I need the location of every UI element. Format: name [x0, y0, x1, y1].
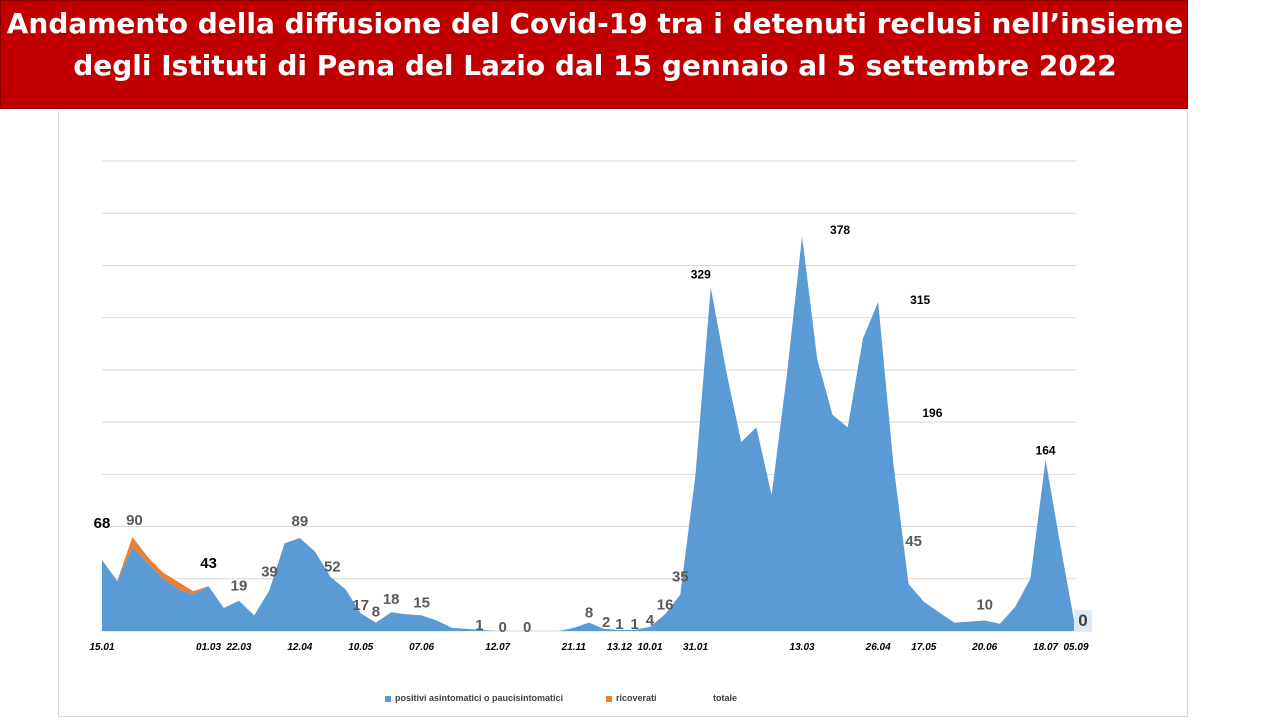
data-label: 1 [630, 616, 638, 633]
x-tick-label: 31.01 [683, 642, 708, 653]
legend-item-positivi: positivi asintomatici o paucisintomatici [385, 693, 563, 703]
x-tick-label: 15.01 [89, 642, 114, 653]
x-tick-label: 01.03 [196, 642, 221, 653]
x-tick-label: 12.04 [287, 642, 312, 653]
data-label: 19 [231, 578, 248, 595]
data-label: 4 [646, 612, 655, 629]
x-tick-label: 10.01 [637, 642, 662, 653]
chart-frame [58, 111, 1188, 717]
data-label: 164 [1036, 444, 1056, 458]
data-label-background [1074, 610, 1092, 632]
data-label: 35 [672, 568, 689, 585]
data-label: 52 [324, 559, 341, 576]
data-label: 0 [523, 619, 531, 636]
data-label: 10 [976, 597, 993, 614]
x-tick-label: 07.06 [409, 642, 434, 653]
data-label: 68 [94, 515, 111, 532]
x-tick-label: 17.05 [911, 642, 936, 653]
data-label: 1 [615, 616, 623, 633]
title-banner: Andamento della diffusione del Covid-19 … [0, 0, 1188, 109]
data-label: 315 [910, 293, 930, 307]
chart-title-line-1: Andamento della diffusione del Covid-19 … [6, 7, 1184, 40]
x-tick-label: 13.12 [607, 642, 632, 653]
data-label: 196 [922, 406, 942, 420]
data-label: 18 [383, 591, 400, 608]
chart-title-line-2: degli Istituti di Pena del Lazio dal 15 … [73, 49, 1117, 82]
data-label: 89 [292, 513, 309, 530]
legend-label-positivi: positivi asintomatici o paucisintomatici [395, 693, 564, 703]
data-label: 1 [475, 617, 483, 634]
data-label: 0 [499, 619, 507, 636]
data-label: 8 [585, 605, 593, 622]
x-tick-label: 22.03 [225, 642, 251, 653]
data-label: 16 [657, 596, 674, 613]
data-label: 2 [602, 614, 610, 631]
x-tick-label: 12.07 [485, 642, 510, 653]
data-label: 8 [372, 604, 380, 621]
legend-item-ricoverati: ricoverati [606, 693, 657, 703]
data-label: 90 [126, 512, 143, 529]
x-tick-label: 13.03 [790, 642, 815, 653]
x-tick-label: 26.04 [865, 642, 891, 653]
x-tick-label: 21.11 [561, 642, 587, 653]
data-label: 17 [352, 597, 369, 614]
x-tick-label: 18.07 [1033, 642, 1058, 653]
data-label: 0 [1078, 611, 1087, 630]
legend-swatch-positivi [385, 695, 391, 702]
series-area-positivi [102, 236, 1076, 631]
x-tick-label: 20.06 [971, 642, 997, 653]
data-label: 329 [691, 267, 711, 281]
legend-label-ricoverati: ricoverati [616, 693, 657, 703]
data-label: 43 [200, 555, 217, 572]
legend-swatch-ricoverati [606, 695, 612, 702]
legend-label-totale: totale [713, 693, 738, 703]
data-label: 15 [413, 594, 430, 611]
data-label: 378 [830, 223, 850, 237]
data-label: 39 [261, 563, 278, 580]
x-tick-label: 05.09 [1063, 642, 1088, 653]
legend-item-totale: totale [713, 693, 737, 703]
x-tick-label: 10.05 [348, 642, 373, 653]
data-label: 45 [905, 533, 922, 550]
